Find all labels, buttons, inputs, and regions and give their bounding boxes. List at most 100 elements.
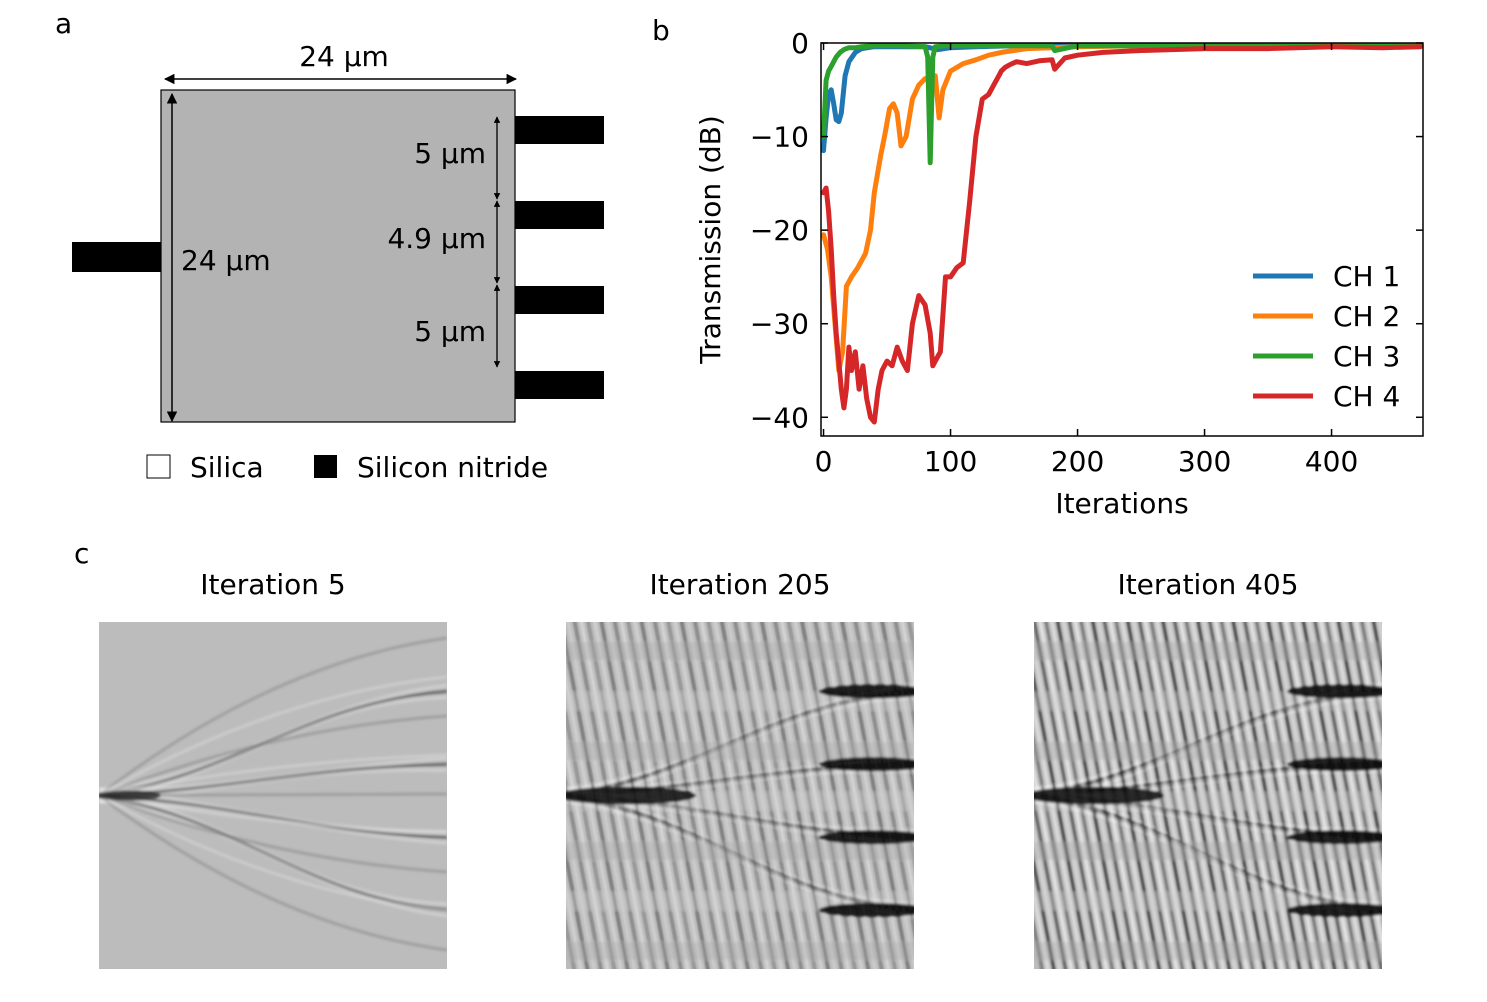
field-band	[1034, 942, 1382, 960]
field-band	[566, 942, 914, 960]
x-tick-label: 0	[815, 445, 833, 478]
field-band	[1034, 692, 1382, 710]
field-band	[1034, 892, 1382, 910]
width-label: 24 µm	[299, 40, 389, 73]
height-label: 24 µm	[181, 244, 271, 277]
field-band	[1034, 742, 1382, 760]
field-fringe	[1360, 622, 1382, 736]
field-band	[566, 692, 914, 710]
x-tick-label: 200	[1051, 445, 1104, 478]
field-fringe	[1354, 622, 1382, 767]
field-band	[566, 842, 914, 860]
chart-legend: CH 1 CH 2 CH 3 CH 4	[1253, 260, 1400, 413]
field-fringe	[1430, 612, 1487, 979]
design-region	[160, 89, 516, 423]
field-fringe	[1419, 612, 1487, 979]
field-fringe	[1424, 612, 1487, 979]
field-arc	[99, 753, 447, 797]
field-map-iteration-205	[566, 612, 1037, 979]
field-pattern	[1034, 612, 1487, 979]
field-title-2: Iteration 205	[649, 568, 830, 601]
field-fringe	[1407, 612, 1477, 979]
plot-frame	[820, 42, 1424, 437]
field-fringe	[927, 612, 997, 979]
field-fringe	[961, 612, 1031, 979]
field-pattern	[566, 612, 1037, 979]
x-tick-label: 400	[1305, 445, 1358, 478]
field-fringe	[566, 849, 589, 969]
field-output-spot	[819, 684, 914, 699]
field-band	[566, 892, 914, 910]
field-fringe	[1034, 795, 1068, 969]
field-output-spot	[819, 903, 914, 918]
panel-a: a 24 µm 24 µm 5 µm 4.9 µm 5 µm Silica Si…	[55, 7, 604, 484]
spacing-label-3: 5 µm	[414, 315, 486, 348]
field-fringe	[901, 622, 914, 690]
field-output-spot	[1287, 757, 1382, 772]
y-tick-label: −10	[750, 121, 809, 154]
field-fringe	[954, 612, 1024, 979]
field-fringe	[907, 622, 914, 655]
field-input-spot	[566, 786, 696, 805]
field-fringe	[887, 622, 914, 761]
field-arc	[99, 636, 447, 797]
field-fringe	[1366, 622, 1382, 705]
field-fringe	[967, 612, 1037, 979]
field-pattern	[99, 636, 447, 952]
field-map-iteration-405	[1034, 612, 1487, 979]
y-axis-label: Transmission (dB)	[694, 115, 727, 365]
legend-silica-label: Silica	[190, 451, 264, 484]
legend-silica-swatch	[146, 454, 171, 479]
field-output-spot	[819, 830, 914, 845]
field-output-spot	[1287, 684, 1382, 699]
spacing-label-1: 5 µm	[414, 137, 486, 170]
x-axis-label: Iterations	[1055, 487, 1188, 520]
field-fringe	[1413, 612, 1483, 979]
field-fringe	[1372, 622, 1382, 675]
field-output-spot	[819, 757, 914, 772]
field-arc	[99, 794, 447, 874]
field-fringe	[934, 612, 1004, 979]
spacing-label-2: 4.9 µm	[387, 222, 486, 255]
x-tick-label: 300	[1178, 445, 1231, 478]
field-fringe	[566, 884, 583, 969]
output-waveguide-4	[515, 371, 604, 399]
series-line-ch-4	[821, 44, 1423, 425]
field-arc	[99, 794, 447, 835]
y-tick-label: −40	[750, 401, 809, 434]
field-band	[566, 642, 914, 660]
panel-b: b 0 100 200 300 400 0 −10 −20 −30 −40 Iterations Tr…	[652, 14, 1424, 520]
input-waveguide	[72, 242, 161, 272]
field-fringe	[1348, 622, 1382, 797]
field-band	[1034, 842, 1382, 860]
output-waveguide-2	[515, 201, 604, 229]
field-band	[1034, 642, 1382, 660]
legend-nitride-swatch	[314, 455, 337, 478]
field-map-iteration-5	[99, 622, 447, 969]
y-tick-label: 0	[791, 27, 809, 60]
legend-label-3: CH 3	[1333, 340, 1400, 373]
legend-label-4: CH 4	[1333, 380, 1400, 413]
panel-b-label: b	[652, 14, 670, 47]
legend-label-2: CH 2	[1333, 300, 1400, 333]
field-fringe	[1389, 612, 1459, 979]
field-source	[99, 790, 161, 801]
field-fringe	[1436, 612, 1487, 979]
x-tick-label: 100	[924, 445, 977, 478]
field-fringe	[941, 612, 1011, 979]
field-fringe	[1384, 612, 1454, 979]
panel-c-label: c	[74, 537, 89, 570]
field-arc	[99, 794, 447, 952]
field-arc	[99, 675, 447, 797]
field-input-spot	[1034, 786, 1164, 805]
field-title-1: Iteration 5	[200, 568, 345, 601]
field-arc	[99, 794, 447, 913]
y-tick-label: −20	[750, 214, 809, 247]
field-fringe	[1401, 612, 1471, 979]
field-beam	[99, 799, 447, 918]
field-fringe	[1034, 856, 1056, 969]
field-fringe	[921, 612, 991, 979]
output-waveguide-1	[515, 116, 604, 144]
panel-c: c Iteration 5 Iteration 205 Iteration 40…	[74, 537, 1487, 979]
field-band	[566, 742, 914, 760]
